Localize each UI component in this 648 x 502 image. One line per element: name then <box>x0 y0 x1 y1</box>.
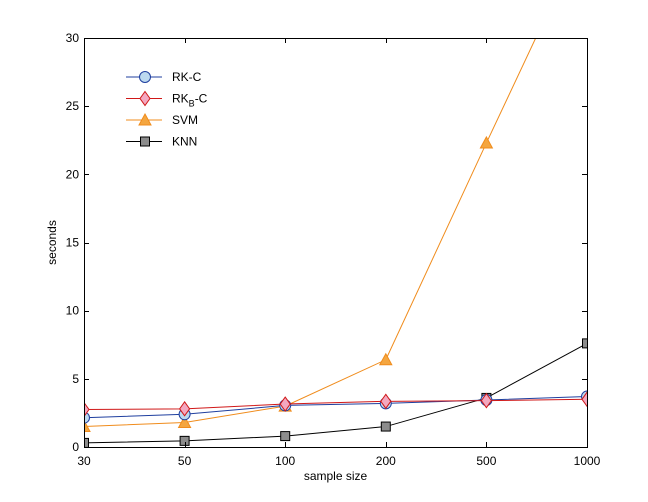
data-point-rkb-c <box>380 393 392 410</box>
data-point-knn <box>280 431 291 442</box>
legend-label: RK-C <box>172 70 202 84</box>
data-point-rkb-c <box>178 400 191 417</box>
series-line-rk-c <box>84 396 588 419</box>
legend-item-rk-c: RK-C <box>126 70 202 84</box>
y-tick-label: 0 <box>72 440 79 454</box>
y-axis-label: seconds <box>45 220 59 265</box>
legend-item-rkb-c: RKB-C <box>126 90 208 109</box>
y-tick-label: 20 <box>66 167 80 181</box>
series-line-rkb-c <box>84 398 588 411</box>
x-tick-label: 1000 <box>574 454 601 468</box>
legend-item-knn: KNN <box>126 135 197 149</box>
data-point-rkb-c <box>84 401 90 418</box>
legend-label: RKB-C <box>172 92 208 109</box>
data-point-svm <box>177 415 192 428</box>
series-line-svm <box>84 38 537 428</box>
data-point-rkb-c <box>480 392 493 409</box>
legend-item-svm: SVM <box>126 112 198 127</box>
data-point-knn <box>380 421 391 432</box>
legend-swatch-marker <box>139 71 151 83</box>
legend-swatch-marker <box>138 112 152 126</box>
y-tick-label: 5 <box>72 372 79 386</box>
data-point-knn <box>84 437 89 448</box>
x-tick-label: 50 <box>178 454 192 468</box>
data-point-svm <box>479 135 494 149</box>
data-point-knn <box>179 435 190 446</box>
y-tick-label: 15 <box>66 236 80 250</box>
plot-area <box>84 38 587 447</box>
legend-swatch-marker <box>139 90 151 107</box>
y-tick-label: 30 <box>66 31 80 45</box>
x-tick-label: 500 <box>476 454 496 468</box>
data-point-svm <box>378 352 393 366</box>
legend-swatch-marker <box>140 136 150 147</box>
x-tick-label: 200 <box>376 454 396 468</box>
y-tick-label: 25 <box>66 99 80 113</box>
x-tick-label: 100 <box>275 454 295 468</box>
data-point-rkb-c <box>279 396 291 412</box>
series-line-knn <box>84 342 588 444</box>
y-tick-label: 10 <box>66 304 80 318</box>
series-rkb-c <box>84 391 588 418</box>
x-axis-label: sample size <box>304 469 368 483</box>
x-tick-label: 30 <box>77 454 91 468</box>
axes-layer: 30 50 100 200 500 1000 0 5 10 15 20 25 30 <box>66 31 601 468</box>
legend-label: SVM <box>172 113 198 127</box>
legend-label: KNN <box>172 135 197 149</box>
legend: RK-C RKB-C SVM KNN <box>126 70 208 149</box>
series-layer <box>84 38 588 448</box>
